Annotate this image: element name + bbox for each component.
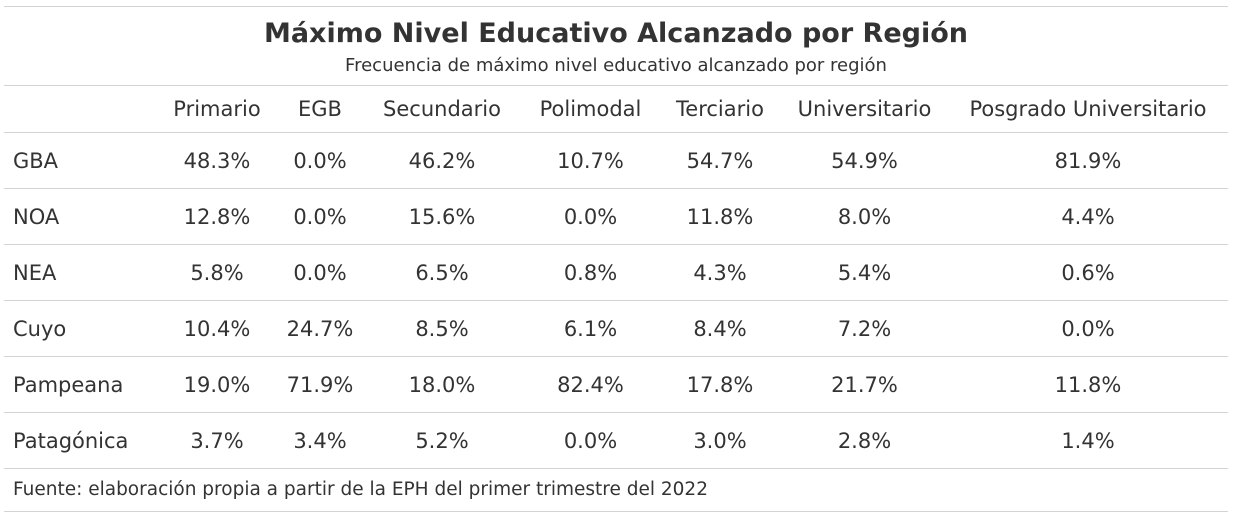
table-cell: 4.4% [948,188,1228,245]
table-cell: 48.3% [156,132,278,189]
table-cell: 71.9% [278,356,362,413]
table-cell: 0.0% [278,244,362,301]
table-title: Máximo Nivel Educativo Alcanzado por Reg… [263,18,969,49]
table-cell: 4.3% [659,244,781,301]
table-cell: 54.9% [781,132,948,189]
table-cell: 5.8% [156,244,278,301]
table-cell: 81.9% [948,132,1228,189]
column-header: Primario [156,86,278,133]
table-cell: 0.0% [948,300,1228,357]
table-cell: 54.7% [659,132,781,189]
row-label: NOA [4,188,156,245]
table-row: Cuyo 10.4% 24.7% 8.5% 6.1% 8.4% 7.2% 0.0% [4,300,1228,357]
data-table: Máximo Nivel Educativo Alcanzado por Reg… [4,6,1228,512]
table-cell: 10.4% [156,300,278,357]
table-header: Primario EGB Secundario Polimodal Terciario U… [4,86,1228,133]
table-heading: Máximo Nivel Educativo Alcanzado por Reg… [4,7,1228,85]
table-cell: 82.4% [522,356,659,413]
row-label: Patagónica [4,412,156,469]
table-cell: 15.6% [362,188,522,245]
table-cell: 17.8% [659,356,781,413]
column-header: EGB [278,86,362,133]
table-subtitle: Frecuencia de máximo nivel educativo alc… [345,55,887,76]
table-cell: 0.0% [522,188,659,245]
table-cell: 2.8% [781,412,948,469]
row-label: Pampeana [4,356,156,413]
table-cell: 6.5% [362,244,522,301]
table-cell: 1.4% [948,412,1228,469]
top-rule [4,6,1228,7]
table-body: GBA 48.3% 0.0% 46.2% 10.7% 54.7% 54.9% 81.9% NOA… [4,132,1228,469]
table-cell: 3.7% [156,412,278,469]
table-row: NOA 12.8% 0.0% 15.6% 0.0% 11.8% 8.0% 4.4% [4,188,1228,245]
table-cell: 24.7% [278,300,362,357]
table-row: NEA 5.8% 0.0% 6.5% 0.8% 4.3% 5.4% 0.6% [4,244,1228,301]
table-cell: 0.0% [522,412,659,469]
table-row: GBA 48.3% 0.0% 46.2% 10.7% 54.7% 54.9% 81.9% [4,132,1228,189]
row-label: Cuyo [4,300,156,357]
table-row: Patagónica 3.7% 3.4% 5.2% 0.0% 3.0% 2.8% 1.4% [4,412,1228,469]
table-cell: 18.0% [362,356,522,413]
column-header: Universitario [781,86,948,133]
column-header: Secundario [362,86,522,133]
table-cell: 11.8% [948,356,1228,413]
table-cell: 8.0% [781,188,948,245]
row-label: GBA [4,132,156,189]
table-cell: 10.7% [522,132,659,189]
table-cell: 8.4% [659,300,781,357]
table-cell: 0.0% [278,188,362,245]
table-cell: 21.7% [781,356,948,413]
column-header: Polimodal [522,86,659,133]
heading-rule [4,85,1228,86]
row-label: NEA [4,244,156,301]
table-cell: 0.6% [948,244,1228,301]
table-cell: 6.1% [522,300,659,357]
table-cell: 0.8% [522,244,659,301]
table-cell: 0.0% [278,132,362,189]
column-header: Posgrado Universitario [948,86,1228,133]
table-cell: 46.2% [362,132,522,189]
source-note: Fuente: elaboración propia a partir de l… [4,469,1228,512]
table-cell: 3.0% [659,412,781,469]
table-row: Pampeana 19.0% 71.9% 18.0% 82.4% 17.8% 21.7% 11… [4,356,1228,413]
table-cell: 5.4% [781,244,948,301]
stub-header [4,86,156,133]
table-cell: 19.0% [156,356,278,413]
header-row: Primario EGB Secundario Polimodal Terciario U… [4,86,1228,133]
table-cell: 3.4% [278,412,362,469]
table-cell: 5.2% [362,412,522,469]
column-header: Terciario [659,86,781,133]
table-cell: 11.8% [659,188,781,245]
table-cell: 7.2% [781,300,948,357]
frequency-table: Primario EGB Secundario Polimodal Terciario U… [4,86,1228,469]
table-cell: 8.5% [362,300,522,357]
table-cell: 12.8% [156,188,278,245]
